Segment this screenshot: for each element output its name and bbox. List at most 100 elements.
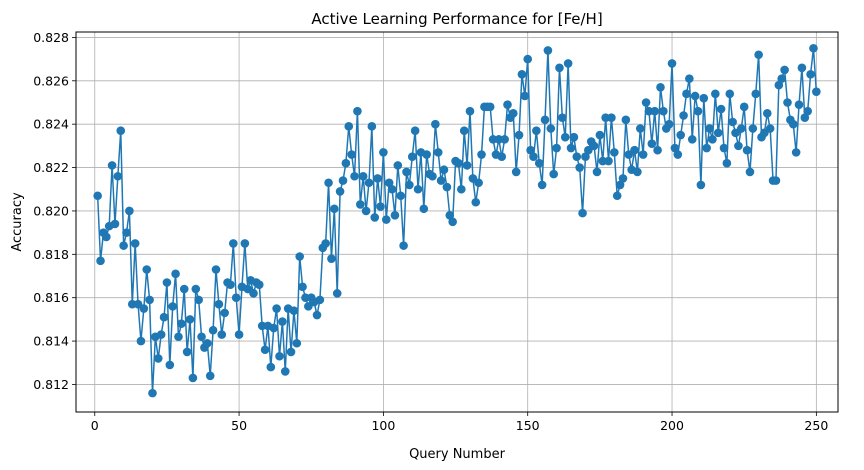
- data-point: [780, 65, 789, 75]
- data-point: [563, 59, 573, 68]
- data-point: [148, 388, 157, 398]
- data-point: [249, 289, 258, 298]
- data-point: [399, 241, 408, 250]
- y-tick-label: 0.822: [33, 160, 69, 175]
- y-tick-label: 0.816: [33, 290, 69, 305]
- data-point: [693, 106, 703, 116]
- data-point: [734, 141, 743, 151]
- data-point: [656, 83, 665, 92]
- data-point: [797, 63, 807, 73]
- data-point: [214, 299, 224, 309]
- x-tick-label: 50: [231, 418, 247, 433]
- data-point: [266, 362, 276, 372]
- data-point: [156, 330, 166, 339]
- data-point: [705, 124, 714, 133]
- data-point: [445, 210, 455, 220]
- data-point: [422, 150, 431, 159]
- data-point: [485, 102, 495, 112]
- data-point: [142, 265, 152, 274]
- data-point: [679, 111, 688, 120]
- data-point: [356, 200, 365, 209]
- data-point: [578, 208, 587, 218]
- x-tick-label: 100: [371, 418, 395, 433]
- data-point: [742, 145, 752, 155]
- data-point: [725, 89, 735, 99]
- data-point: [413, 184, 423, 194]
- data-point: [650, 106, 660, 116]
- data-point: [153, 354, 163, 363]
- data-point: [532, 126, 541, 135]
- data-point: [711, 89, 720, 99]
- data-point: [205, 371, 215, 381]
- data-layer: [93, 43, 821, 398]
- data-point: [179, 284, 189, 294]
- data-point: [520, 91, 530, 101]
- data-point: [653, 145, 662, 155]
- data-point: [664, 119, 674, 129]
- data-point: [783, 98, 792, 107]
- data-point: [330, 204, 339, 214]
- data-point: [165, 360, 175, 370]
- data-point: [113, 171, 123, 181]
- data-point: [315, 295, 325, 305]
- data-point: [292, 338, 302, 348]
- data-point: [119, 241, 128, 250]
- data-point: [751, 89, 761, 99]
- data-point: [595, 130, 605, 140]
- data-point: [439, 165, 449, 175]
- data-point: [777, 74, 787, 83]
- data-point: [188, 373, 198, 383]
- chart-title: Active Learning Performance for [Fe/H]: [311, 10, 602, 28]
- data-point: [633, 167, 642, 177]
- data-point: [745, 167, 755, 177]
- data-point: [171, 269, 180, 279]
- data-point: [295, 252, 304, 261]
- data-point: [555, 63, 564, 73]
- data-point: [229, 239, 238, 248]
- data-point: [569, 132, 579, 142]
- data-point: [612, 191, 622, 201]
- data-point: [260, 345, 270, 355]
- data-point: [107, 161, 117, 170]
- data-point: [379, 148, 388, 157]
- data-point: [454, 158, 463, 168]
- data-point: [436, 176, 446, 185]
- data-point: [387, 184, 397, 194]
- data-point: [174, 332, 183, 342]
- data-point: [396, 191, 406, 201]
- data-point: [321, 239, 330, 248]
- data-point: [809, 43, 818, 53]
- data-point: [514, 130, 524, 140]
- data-point: [240, 239, 250, 248]
- data-point: [361, 206, 371, 216]
- data-point: [182, 347, 192, 357]
- data-point: [122, 228, 131, 237]
- data-point: [659, 106, 668, 116]
- data-point: [788, 119, 798, 129]
- data-point: [737, 124, 746, 133]
- data-point: [125, 206, 134, 216]
- data-point: [194, 295, 203, 305]
- data-point: [433, 148, 443, 157]
- data-point: [685, 74, 694, 83]
- data-point: [508, 109, 518, 118]
- data-point: [670, 143, 680, 153]
- data-point: [523, 54, 533, 64]
- y-tick-label: 0.814: [33, 334, 69, 349]
- data-point: [765, 124, 775, 133]
- data-point: [534, 158, 544, 168]
- data-point: [641, 98, 651, 107]
- data-point: [716, 104, 726, 114]
- data-point: [217, 330, 227, 339]
- data-point: [275, 351, 284, 361]
- data-point: [280, 367, 290, 376]
- data-point: [234, 330, 244, 339]
- data-point: [168, 302, 177, 311]
- data-point: [610, 148, 619, 157]
- data-point: [497, 152, 507, 162]
- data-point: [722, 158, 732, 168]
- x-axis-title: Query Number: [409, 447, 506, 462]
- data-point: [687, 135, 697, 144]
